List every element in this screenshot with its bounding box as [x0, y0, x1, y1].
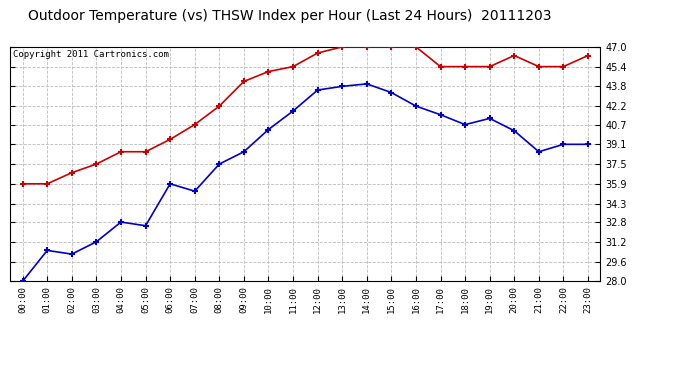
Text: Copyright 2011 Cartronics.com: Copyright 2011 Cartronics.com [13, 50, 169, 59]
Text: Outdoor Temperature (vs) THSW Index per Hour (Last 24 Hours)  20111203: Outdoor Temperature (vs) THSW Index per … [28, 9, 551, 23]
